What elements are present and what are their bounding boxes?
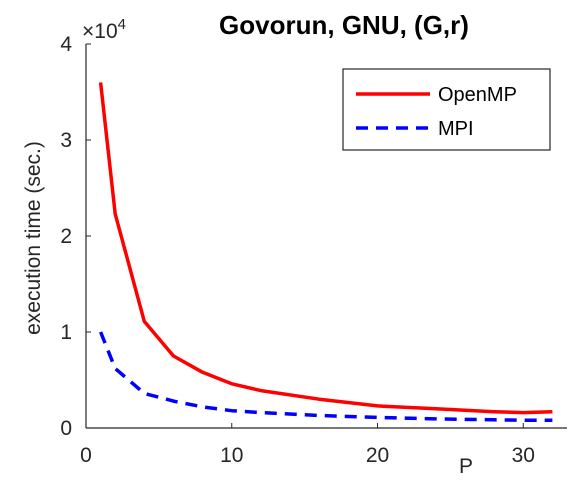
- y-tick-label: 2: [60, 225, 72, 248]
- legend-box: [342, 68, 551, 151]
- tick-labels: 0 10 20 30 0 1 2 3 4: [60, 33, 535, 467]
- y-multiplier-prefix: ×10: [82, 20, 118, 43]
- legend-label-mpi: MPI: [438, 118, 474, 140]
- y-tick-label: 0: [60, 417, 72, 440]
- y-axis-label: execution time (sec.): [22, 141, 45, 335]
- legend: OpenMP MPI: [342, 68, 551, 151]
- y-multiplier: ×104: [82, 16, 126, 43]
- legend-label-openmp: OpenMP: [438, 84, 517, 106]
- x-axis-label: P: [459, 455, 473, 478]
- svg-text:×104: ×104: [82, 16, 126, 43]
- x-tick-label: 20: [366, 444, 389, 467]
- chart-title: Govorun, GNU, (G,r): [219, 10, 469, 40]
- series-line-mpi: [98, 331, 553, 423]
- y-multiplier-exponent: 4: [118, 16, 126, 33]
- y-tick-label: 3: [60, 129, 72, 152]
- series-line-openmp: [98, 82, 553, 415]
- plot-area: [98, 82, 553, 423]
- y-tick-label: 1: [60, 321, 72, 344]
- axes: [85, 43, 567, 429]
- x-tick-label: 10: [220, 444, 243, 467]
- x-tick-label: 30: [512, 444, 535, 467]
- x-tick-label: 0: [80, 444, 92, 467]
- y-tick-label: 4: [60, 33, 72, 56]
